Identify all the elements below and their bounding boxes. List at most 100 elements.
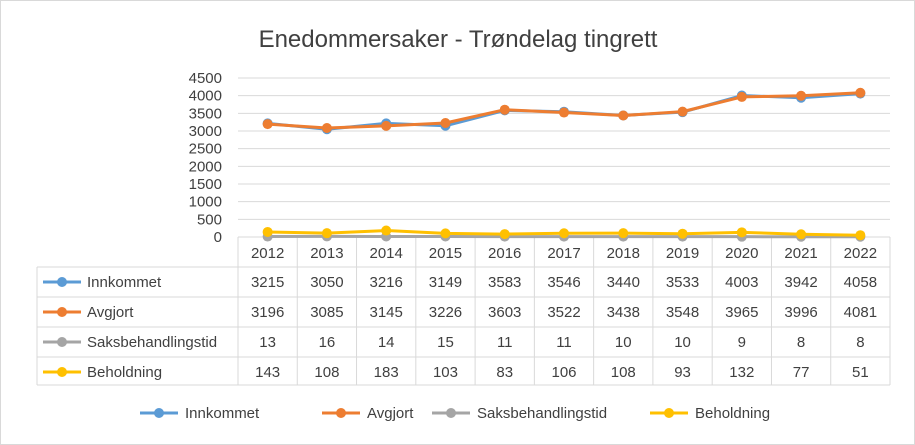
data-point [499,104,510,115]
data-table-cell: 3942 [784,274,817,291]
data-point [677,228,688,239]
legend-marker [154,408,164,418]
data-table-cell: 108 [314,364,339,381]
y-tick-label: 0 [214,229,222,246]
data-table-cell: 3226 [429,304,462,321]
data-point [381,225,392,236]
data-point [559,228,569,239]
legend-marker [446,408,456,418]
data-table-cell: 4058 [844,274,877,291]
x-tick-label: 2014 [369,245,402,262]
data-point [321,122,332,133]
x-tick-label: 2022 [844,245,877,262]
data-table-cell: 83 [496,364,513,381]
data-table-cell: 4081 [844,304,877,321]
legend: Innkommet Avgjort Saksbehandlingstid Behold… [140,405,770,422]
data-table-cell: 103 [433,364,458,381]
data-table-cell: 93 [674,364,691,381]
table-legend-marker [57,277,67,287]
x-tick-label: 2012 [251,245,284,262]
y-tick-label: 500 [197,211,222,228]
data-point [618,110,629,121]
data-point [736,91,747,102]
y-tick-label: 4000 [189,88,222,105]
data-point [262,119,273,130]
data-point [736,227,747,238]
x-tick-label: 2017 [547,245,580,262]
data-table-cell: 108 [611,364,636,381]
data-table: 2012 2013 2014 2015 2016 2017 2018 2019 2020 2021… [36,236,891,386]
data-table-cell: 3965 [725,304,758,321]
y-tick-label: 3000 [189,123,222,140]
data-table-cell: 77 [793,364,810,381]
data-table-cell: 8 [797,334,805,351]
table-series-label: Innkommet [87,274,162,291]
data-table-cell: 3440 [607,274,640,291]
data-table-cell: 13 [259,334,276,351]
legend-label: Avgjort [367,405,414,422]
x-tick-label: 2021 [784,245,817,262]
table-series-label: Beholdning [87,364,162,381]
data-table-cell: 3149 [429,274,462,291]
data-point [796,90,807,101]
legend-marker [336,408,346,418]
data-table-cell: 3215 [251,274,284,291]
data-table-cell: 183 [374,364,399,381]
data-table-cell: 3603 [488,304,521,321]
data-point [440,118,451,129]
data-table-cell: 11 [556,334,572,351]
data-table-cell: 3085 [310,304,343,321]
data-table-cell: 3438 [607,304,640,321]
x-tick-label: 2020 [725,245,758,262]
x-tick-label: 2013 [310,245,343,262]
data-point [262,226,273,237]
data-table-cell: 10 [615,334,632,351]
x-tick-label: 2019 [666,245,699,262]
data-table-cell: 3196 [251,304,284,321]
x-tick-label: 2015 [429,245,462,262]
legend-label: Innkommet [185,405,260,422]
table-legend-marker [57,367,67,377]
data-point [440,228,451,239]
legend-label: Beholdning [695,405,770,422]
data-point [855,230,866,241]
data-table-cell: 3050 [310,274,343,291]
y-tick-label: 4500 [189,70,222,87]
chart-title: Enedommersaker - Trøndelag tingrett [259,26,658,53]
data-point [559,107,569,118]
data-point [796,229,807,240]
legend-label: Saksbehandlingstid [477,405,607,422]
gridlines [238,77,890,220]
data-table-cell: 51 [852,364,869,381]
data-point [381,120,392,131]
data-table-cell: 8 [856,334,864,351]
data-point [618,228,629,239]
data-table-cell: 3548 [666,304,699,321]
data-table-cell: 3546 [547,274,580,291]
table-series-label: Saksbehandlingstid [87,334,217,351]
legend-marker [664,408,674,418]
table-legend-marker [57,337,67,347]
data-point [499,229,510,240]
data-table-cell: 3216 [369,274,402,291]
data-table-cell: 10 [674,334,691,351]
data-table-cell: 143 [255,364,280,381]
data-table-cell: 15 [437,334,454,351]
series-lines [262,87,866,242]
data-point [855,87,866,98]
data-table-cell: 14 [378,334,395,351]
data-table-cell: 9 [738,334,746,351]
y-tick-label: 1000 [189,194,222,211]
table-series-label: Avgjort [87,304,134,321]
y-tick-label: 2500 [189,141,222,158]
data-table-cell: 3522 [547,304,580,321]
x-tick-label: 2018 [607,245,640,262]
data-table-cell: 16 [319,334,336,351]
table-legend-marker [57,307,67,317]
y-tick-label: 1500 [189,176,222,193]
data-table-cell: 132 [729,364,754,381]
